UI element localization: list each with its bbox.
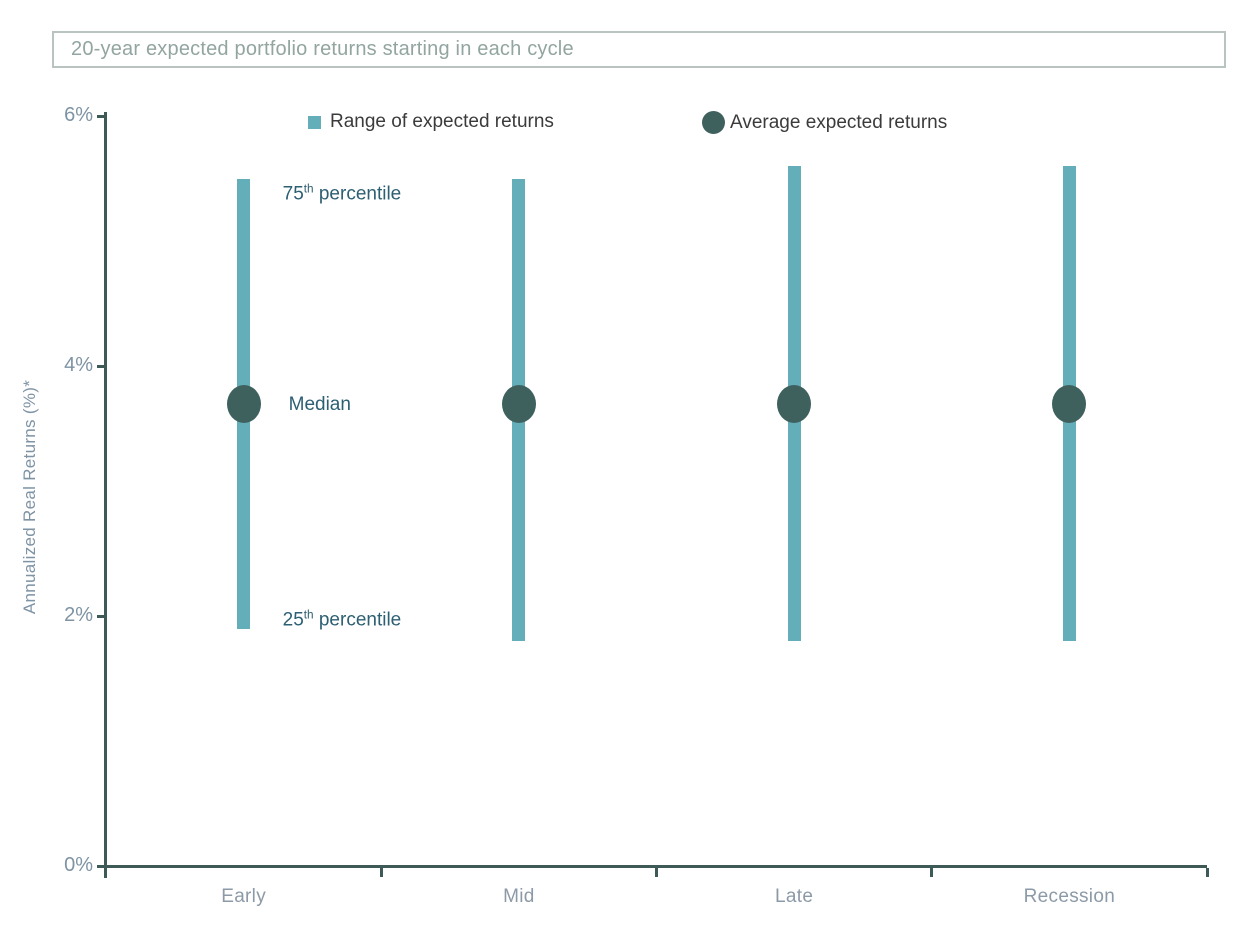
y-tick-label: 0% <box>64 854 93 876</box>
y-axis-tick <box>97 115 106 118</box>
y-axis-tick <box>97 615 106 618</box>
legend-average-label: Average expected returns <box>730 111 948 133</box>
annotation-75-sup: th <box>303 181 314 195</box>
y-tick-label: 2% <box>64 604 93 626</box>
y-tick-label: 4% <box>64 354 93 376</box>
annotation-median-text: Median <box>288 393 351 415</box>
annotation-25th-percentile: 25th percentile <box>283 608 402 631</box>
average-dot-late <box>777 384 812 423</box>
annotation-median: Median <box>289 394 351 416</box>
x-axis-tick <box>379 868 383 877</box>
legend-item-range: Range of expected returns <box>308 111 554 133</box>
y-axis-line <box>104 112 107 878</box>
x-category-label: Early <box>221 886 267 907</box>
annotation-75-num: 75 <box>282 183 304 205</box>
average-dot-early <box>226 384 261 423</box>
legend-item-average: Average expected returns <box>702 111 947 134</box>
x-category-label: Late <box>775 886 814 907</box>
annotation-75-text: percentile <box>313 183 402 205</box>
x-axis-tick <box>930 868 934 877</box>
x-category-label: Mid <box>503 886 535 907</box>
x-axis-tick <box>655 868 658 877</box>
range-swatch-icon <box>308 115 321 129</box>
y-axis-tick <box>97 365 106 368</box>
chart-title-box: 20-year expected portfolio returns start… <box>52 31 1226 68</box>
average-dot-recession <box>1052 384 1087 423</box>
annotation-25-sup: th <box>303 607 314 621</box>
average-dot-mid <box>501 384 536 423</box>
annotation-25-text: percentile <box>313 609 402 631</box>
annotation-75th-percentile: 75th percentile <box>283 182 402 205</box>
y-tick-label: 6% <box>64 104 93 126</box>
x-axis-line <box>97 865 1207 868</box>
x-axis-tick <box>1205 868 1209 877</box>
x-category-label: Recession <box>1023 886 1116 907</box>
average-swatch-icon <box>702 111 725 134</box>
y-axis-title: Annualized Real Returns (%)* <box>20 379 39 615</box>
annotation-25-num: 25 <box>282 609 304 631</box>
chart-title: 20-year expected portfolio returns start… <box>71 38 574 60</box>
legend-range-label: Range of expected returns <box>330 111 554 132</box>
